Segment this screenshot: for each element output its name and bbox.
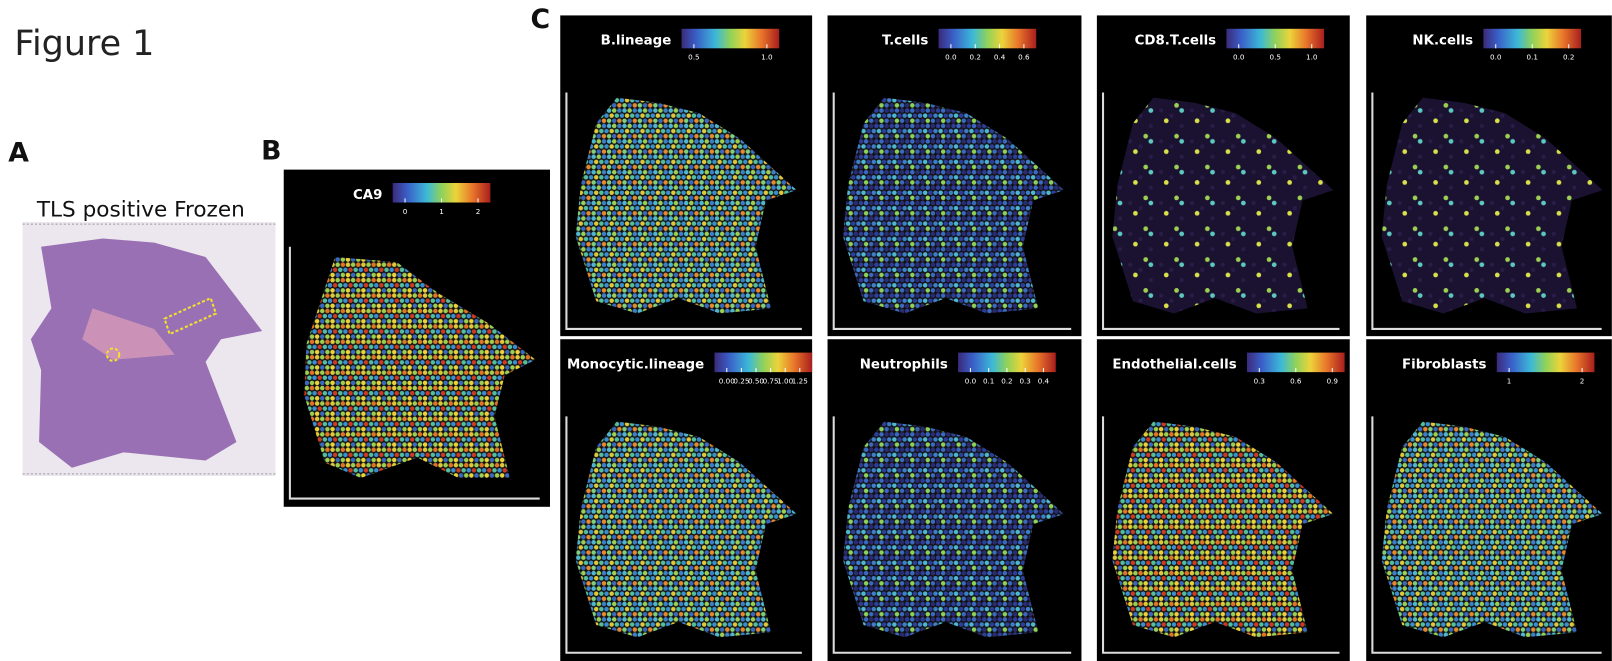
colorbar-tick-label: 0.4 bbox=[994, 53, 1006, 62]
colorbar-tick-label: 2 bbox=[476, 207, 481, 216]
plot-title: Neutrophils bbox=[860, 357, 948, 372]
plot-title: Monocytic.lineage bbox=[567, 357, 704, 372]
plot-title: B.lineage bbox=[601, 34, 672, 49]
colorbar-tick-label: 2 bbox=[1580, 376, 1585, 385]
colorbar-tick-label: 0.4 bbox=[1038, 376, 1050, 385]
plot-title: Fibroblasts bbox=[1402, 357, 1487, 372]
colorbar-tick-label: 0.0 bbox=[1233, 53, 1245, 62]
panel-label: C bbox=[530, 4, 550, 35]
figure: Figure 1 A B C TLS positive Frozen CA9 0 1… bbox=[0, 0, 1612, 661]
spatial-plot: Fibroblasts 1 2 bbox=[1366, 339, 1612, 661]
colorbar-tick-label: 1 bbox=[1507, 376, 1512, 385]
spatial-plot: Endothelial.cells 0.3 0.6 0.9 bbox=[1097, 339, 1350, 661]
colorbar-tick-label: 0.2 bbox=[1001, 376, 1012, 385]
colorbar-tick-label: 1.0 bbox=[761, 53, 773, 62]
figure-canvas: Figure 1 A B C TLS positive Frozen CA9 0 1… bbox=[0, 0, 1612, 661]
plot-title: Endothelial.cells bbox=[1112, 357, 1236, 372]
panel-label: B bbox=[261, 136, 281, 167]
panel-a: TLS positive Frozen bbox=[23, 198, 276, 476]
colorbar-tick-label: 1.25 bbox=[792, 376, 808, 385]
spatial-plot: Neutrophils 0.0 0.1 0.2 0.3 0.4 bbox=[828, 339, 1082, 661]
colorbar-tick-label: 0.2 bbox=[970, 53, 981, 62]
plot-title: CA9 bbox=[353, 188, 382, 203]
panel-label: A bbox=[8, 138, 29, 169]
colorbar-tick-label: 1 bbox=[439, 207, 444, 216]
plot-title: CD8.T.cells bbox=[1135, 34, 1217, 49]
figure-title: Figure 1 bbox=[14, 24, 154, 64]
spatial-plot: NK.cells 0.0 0.1 0.2 bbox=[1366, 15, 1612, 336]
colorbar-tick-label: 0.0 bbox=[965, 376, 977, 385]
page: Figure 1 A B C TLS positive Frozen CA9 0 1… bbox=[0, 0, 1612, 661]
plot-title: NK.cells bbox=[1412, 34, 1473, 49]
colorbar-tick-label: 0 bbox=[403, 207, 408, 216]
colorbar-tick-label: 0.6 bbox=[1290, 376, 1302, 385]
colorbar-tick-label: 0.1 bbox=[983, 376, 994, 385]
colorbar-tick-label: 0.3 bbox=[1019, 376, 1030, 385]
spatial-plot: B.lineage 0.5 1.0 bbox=[560, 15, 812, 336]
plot-title: T.cells bbox=[882, 34, 928, 49]
spatial-plot: CD8.T.cells 0.0 0.5 1.0 bbox=[1097, 15, 1350, 336]
colorbar-tick-label: 1.0 bbox=[1306, 53, 1318, 62]
colorbar-tick-label: 0.5 bbox=[688, 53, 699, 62]
colorbar-tick-label: 0.5 bbox=[1270, 53, 1281, 62]
spatial-plot: T.cells 0.0 0.2 0.4 0.6 bbox=[828, 15, 1082, 336]
colorbar-tick-label: 0.9 bbox=[1327, 376, 1339, 385]
panel-caption: TLS positive Frozen bbox=[36, 198, 245, 223]
colorbar-tick-label: 0.2 bbox=[1563, 53, 1574, 62]
colorbar-tick-label: 0.0 bbox=[1490, 53, 1502, 62]
spatial-plot: Monocytic.lineage0.000.250.500.751.001.2… bbox=[560, 339, 812, 661]
colorbar-tick-label: 0.1 bbox=[1527, 53, 1538, 62]
colorbar-tick-label: 0.6 bbox=[1018, 53, 1030, 62]
colorbar-tick-label: 0.0 bbox=[945, 53, 957, 62]
colorbar bbox=[682, 29, 780, 49]
colorbar-tick-label: 0.3 bbox=[1254, 376, 1265, 385]
colorbar bbox=[1497, 353, 1595, 373]
colorbar bbox=[939, 29, 1037, 49]
spatial-plot: CA9 0 1 2 bbox=[284, 170, 550, 507]
colorbar bbox=[714, 353, 812, 373]
